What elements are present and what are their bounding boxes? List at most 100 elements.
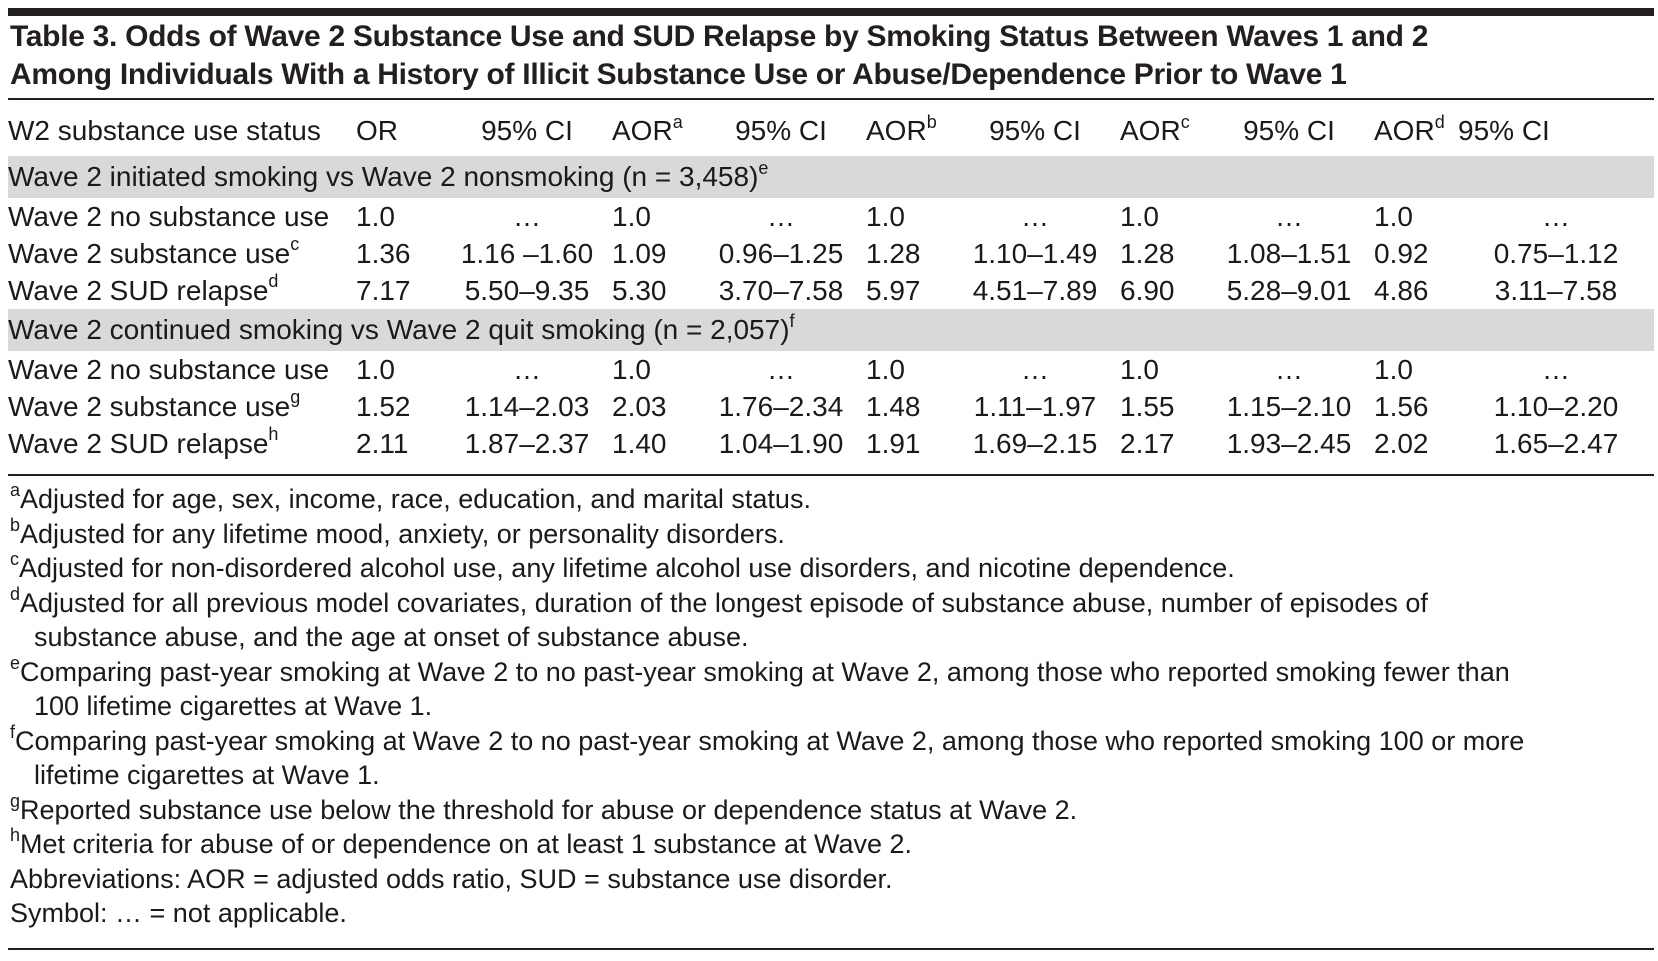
row-label: Wave 2 substance useg	[8, 388, 356, 425]
row-label-text: Wave 2 no substance use	[8, 200, 330, 232]
row-label: Wave 2 SUD relapsed	[8, 272, 356, 309]
footnote-e: eComparing past-year smoking at Wave 2 t…	[10, 654, 1650, 724]
row-label-sup: g	[290, 387, 301, 408]
header-aor-b: AORb	[866, 106, 950, 156]
bottom-rule	[8, 948, 1654, 950]
cell-aor-a: 1.0	[612, 200, 651, 232]
section-header-initiated: Wave 2 initiated smoking vs Wave 2 nonsm…	[8, 156, 1654, 198]
cell-ci-5: …	[1542, 200, 1570, 232]
section-label-text: Wave 2 initiated smoking vs Wave 2 nonsm…	[8, 161, 759, 192]
footnote-b: bAdjusted for any lifetime mood, anxiety…	[10, 514, 1650, 552]
section-label: Wave 2 continued smoking vs Wave 2 quit …	[8, 309, 1654, 351]
symbol-note: Symbol: … = not applicable.	[10, 898, 347, 928]
header-ci-3: 95% CI	[989, 115, 1081, 146]
table-bottom-rule	[8, 474, 1654, 476]
title-line-1: Table 3. Odds of Wave 2 Substance Use an…	[10, 20, 1429, 53]
cell-aor-d: 1.0	[1374, 353, 1413, 385]
footnote-text-continued: substance abuse, and the age at onset of…	[34, 622, 749, 652]
row-label: Wave 2 SUD relapseh	[8, 425, 356, 462]
cell-ci-2: 0.96–1.25	[718, 237, 844, 269]
footnote-marker: c	[10, 549, 19, 569]
cell-aor-d: 0.92	[1374, 237, 1429, 269]
row-label-text: Wave 2 SUD relapse	[8, 427, 269, 459]
cell-aor-d: 1.0	[1374, 200, 1413, 232]
header-aor-d: AORd	[1374, 106, 1458, 156]
header-aor-d-text: AOR	[1374, 115, 1435, 146]
footnote-f: fComparing past-year smoking at Wave 2 t…	[10, 721, 1650, 793]
row-label-sup: c	[290, 234, 300, 255]
cell-aor-d: 2.02	[1374, 427, 1429, 459]
table-title: Table 3. Odds of Wave 2 Substance Use an…	[10, 18, 1650, 94]
cell-ci-1: 1.14–2.03	[464, 390, 590, 422]
footnote-d: dAdjusted for all previous model covaria…	[10, 583, 1650, 655]
footnote-marker: h	[10, 825, 21, 845]
cell-or: 1.0	[356, 353, 395, 385]
cell-aor-c: 1.0	[1120, 200, 1159, 232]
table-row: Wave 2 substance usec 1.36 1.16 –1.60 1.…	[8, 235, 1654, 272]
cell-aor-a: 1.09	[612, 237, 667, 269]
footnote-text: Comparing past-year smoking at Wave 2 to…	[20, 656, 1510, 687]
row-label-text: Wave 2 no substance use	[8, 353, 330, 385]
cell-or: 1.0	[356, 200, 395, 232]
footnote-text: Reported substance use below the thresho…	[20, 794, 1078, 825]
cell-or: 7.17	[356, 274, 411, 306]
cell-ci-3: …	[1021, 200, 1049, 232]
cell-ci-4: 5.28–9.01	[1226, 274, 1352, 306]
cell-ci-3: 1.69–2.15	[972, 427, 1098, 459]
cell-or: 1.36	[356, 237, 411, 269]
footnote-text-continued: lifetime cigarettes at Wave 1.	[34, 760, 380, 790]
header-or: OR	[356, 115, 398, 146]
footnote-marker: f	[10, 721, 16, 742]
footnote-text-continued: 100 lifetime cigarettes at Wave 1.	[34, 691, 433, 721]
cell-ci-5: 3.11–7.58	[1494, 274, 1618, 306]
cell-aor-c: 1.28	[1120, 237, 1175, 269]
row-label-sup: d	[268, 271, 279, 292]
row-label-text: Wave 2 substance use	[8, 390, 291, 422]
footnote-text: Adjusted for any lifetime mood, anxiety,…	[20, 518, 785, 549]
cell-or: 1.52	[356, 390, 411, 422]
footnote-text: Adjusted for non-disordered alcohol use,…	[19, 553, 1235, 583]
cell-ci-5: 0.75–1.12	[1493, 237, 1619, 269]
footnote-c: cAdjusted for non-disordered alcohol use…	[10, 549, 1650, 586]
cell-ci-2: 1.04–1.90	[718, 427, 844, 459]
footnote-marker: g	[10, 790, 21, 811]
table-row: Wave 2 no substance use 1.0 … 1.0 … 1.0 …	[8, 198, 1654, 235]
header-aor-b-sup: b	[926, 111, 937, 132]
cell-aor-d: 1.56	[1374, 390, 1429, 422]
cell-ci-2: 1.76–2.34	[718, 390, 844, 422]
cell-aor-b: 1.91	[866, 427, 921, 459]
table-row: Wave 2 substance useg 1.52 1.14–2.03 2.0…	[8, 388, 1654, 425]
cell-ci-3: 1.10–1.49	[972, 237, 1098, 269]
cell-aor-c: 2.17	[1120, 427, 1175, 459]
table-footnotes: aAdjusted for age, sex, income, race, ed…	[10, 480, 1650, 931]
cell-ci-1: 5.50–9.35	[464, 274, 590, 306]
title-line-2: Among Individuals With a History of Illi…	[10, 58, 1347, 91]
cell-aor-c: 1.0	[1120, 353, 1159, 385]
footnote-marker: a	[10, 480, 21, 500]
cell-aor-b: 1.28	[866, 237, 921, 269]
footnote-h: hMet criteria for abuse of or dependence…	[10, 825, 1650, 862]
section-label-sup: f	[789, 310, 795, 331]
header-aor-c: AORc	[1120, 106, 1204, 156]
cell-ci-4: 1.15–2.10	[1226, 390, 1352, 422]
cell-aor-a: 1.40	[612, 427, 667, 459]
footnote-text: Adjusted for age, sex, income, race, edu…	[20, 484, 811, 514]
row-label: Wave 2 no substance use	[8, 198, 356, 235]
cell-aor-a: 2.03	[612, 390, 667, 422]
footnote-marker: d	[10, 583, 21, 604]
footnote-text: Met criteria for abuse of or dependence …	[20, 829, 913, 859]
header-status: W2 substance use status	[8, 115, 321, 146]
header-aor-d-sup: d	[1434, 111, 1445, 132]
row-label-text: Wave 2 substance use	[8, 237, 291, 269]
cell-ci-3: …	[1021, 353, 1049, 385]
header-aor-a-sup: a	[672, 111, 683, 132]
footnote-marker: b	[10, 514, 21, 535]
cell-ci-2: 3.70–7.58	[718, 274, 844, 306]
cell-aor-b: 5.97	[866, 274, 921, 306]
header-ci-1: 95% CI	[481, 115, 573, 146]
section-label-sup: e	[758, 157, 769, 178]
header-aor-a: AORa	[612, 106, 696, 156]
table-row: Wave 2 SUD relapseh 2.11 1.87–2.37 1.40 …	[8, 425, 1654, 462]
header-aor-b-text: AOR	[866, 115, 927, 146]
cell-ci-5: 1.65–2.47	[1493, 427, 1619, 459]
